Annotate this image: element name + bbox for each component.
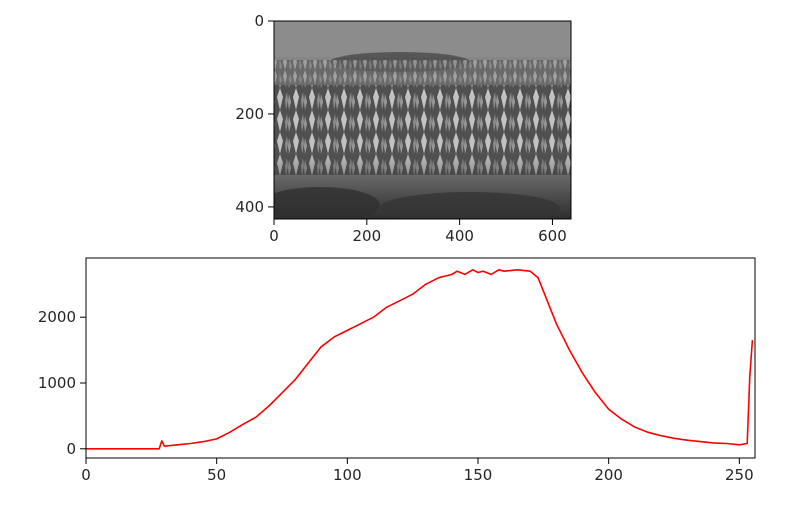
image-x-tick-label: 0 [269, 227, 279, 245]
histogram-x-tick-label: 250 [725, 466, 754, 484]
histogram-y-tick-label: 2000 [38, 308, 76, 326]
image-y-tick-label: 200 [235, 105, 264, 123]
histogram-x-tick-label: 200 [594, 466, 623, 484]
histogram-axes: 0 50 100 150 200 250 0 1000 2000 [38, 257, 756, 484]
image-y-tick-label: 400 [235, 198, 264, 216]
image-axes: 0 200 400 600 0 200 400 [235, 12, 572, 245]
histogram-frame [85, 257, 756, 459]
grayscale-photo [274, 21, 571, 219]
histogram-x-tick-label: 100 [333, 466, 362, 484]
image-x-tick-label: 600 [538, 227, 567, 245]
image-frame [273, 20, 572, 220]
histogram-y-tick-label: 1000 [38, 374, 76, 392]
image-x-tick-label: 200 [352, 227, 381, 245]
histogram-x-tick-label: 0 [81, 466, 91, 484]
histogram-x-tick-label: 50 [207, 466, 226, 484]
histogram-y-tick-label: 0 [66, 440, 76, 458]
image-x-tick-label: 400 [445, 227, 474, 245]
histogram-line [86, 268, 754, 450]
image-y-tick-label: 0 [254, 12, 264, 30]
histogram-x-tick-label: 150 [464, 466, 493, 484]
